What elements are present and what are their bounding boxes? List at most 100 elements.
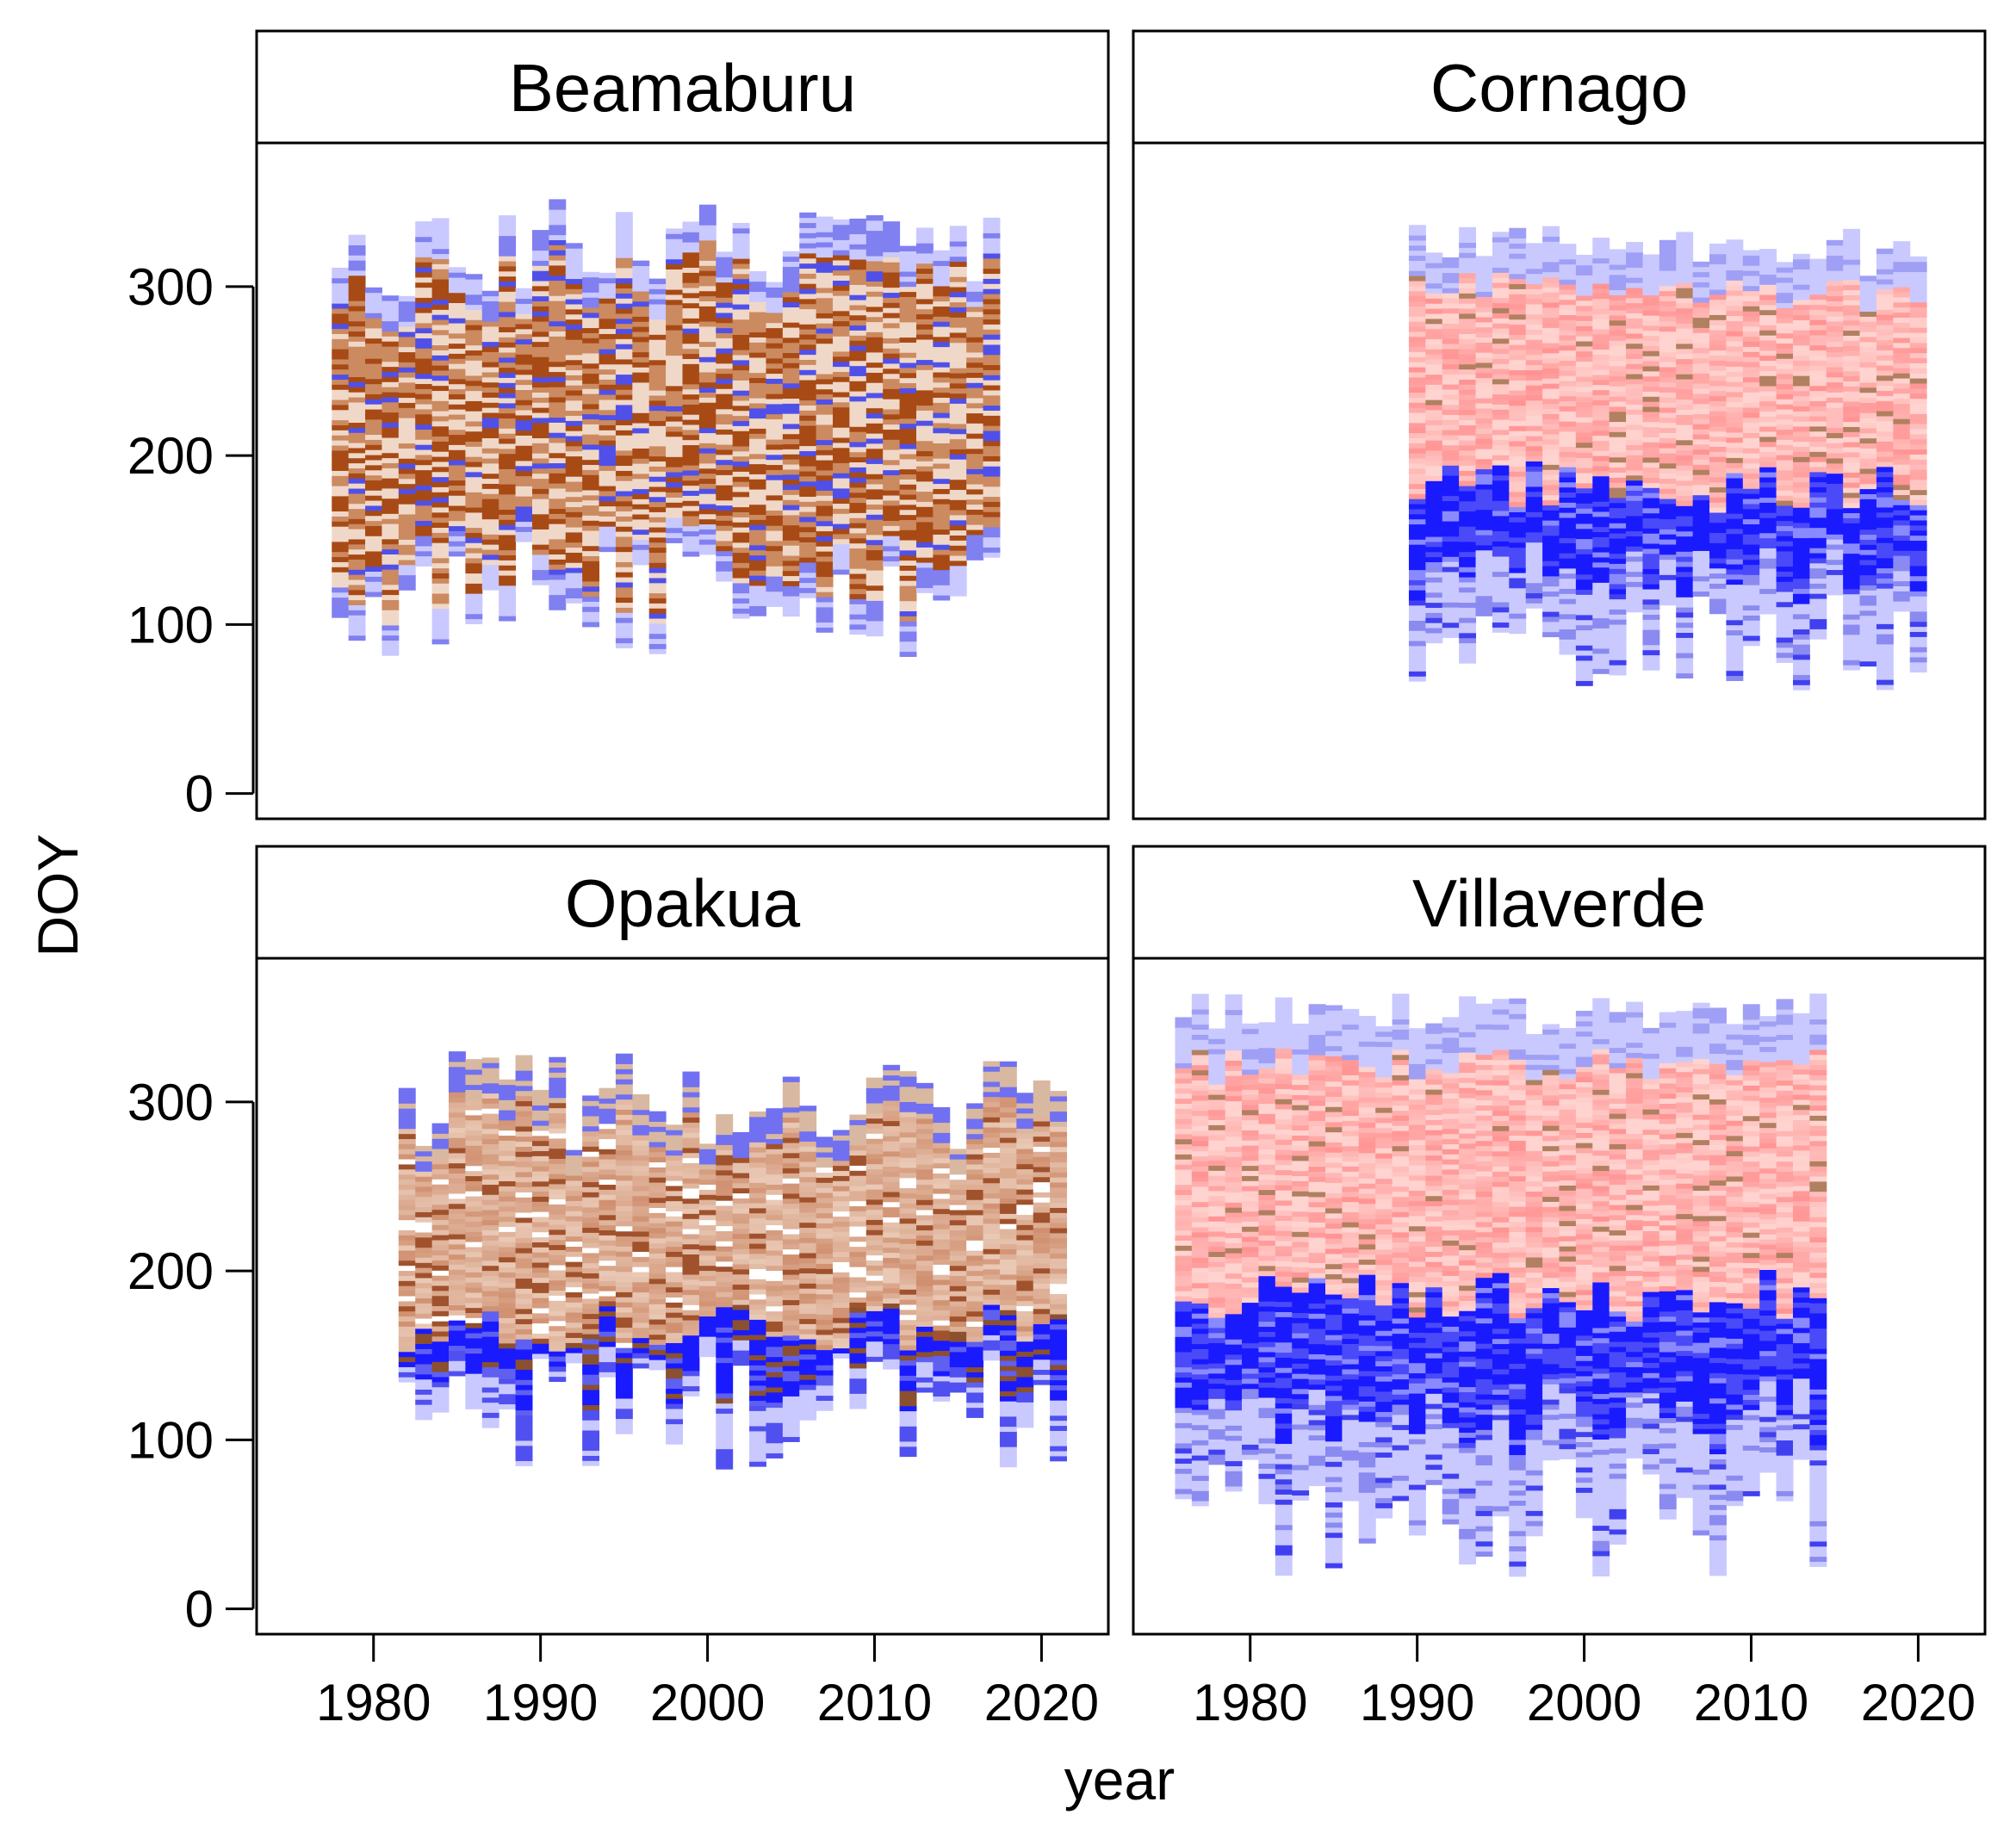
heatmap-cell [1609, 660, 1627, 666]
heatmap-cell [1692, 560, 1710, 567]
heatmap-cell [1642, 320, 1660, 326]
heatmap-cell [1826, 351, 1844, 357]
heatmap-cell [766, 373, 784, 379]
heatmap-cell [1859, 560, 1877, 566]
heatmap-cell [915, 450, 934, 456]
heatmap-cell [1792, 309, 1810, 316]
heatmap-cell [1575, 422, 1593, 428]
heatmap-cell [1525, 527, 1543, 533]
heatmap-cell [966, 443, 984, 449]
heatmap-cell [865, 620, 884, 627]
heatmap-cell [1792, 426, 1810, 432]
heatmap-cell [1492, 465, 1510, 471]
heatmap-cell [1859, 579, 1877, 585]
heatmap-cell [1659, 585, 1677, 591]
heatmap-cell [381, 315, 400, 322]
heatmap-cell [381, 325, 400, 331]
heatmap-cell [1442, 388, 1460, 395]
heatmap-cell [1475, 565, 1493, 571]
heatmap-cell [749, 321, 766, 328]
heatmap-cell [1692, 343, 1710, 349]
heatmap-cell [849, 391, 867, 397]
heatmap-cell [915, 399, 934, 406]
heatmap-cell [499, 484, 517, 490]
heatmap-cell [1475, 585, 1493, 591]
heatmap-cell [1709, 330, 1727, 336]
heatmap-cell [1459, 612, 1477, 618]
heatmap-cell [1609, 249, 1627, 255]
heatmap-cell [1859, 574, 1877, 581]
heatmap-cell [732, 466, 750, 472]
heatmap-cell [816, 216, 834, 222]
heatmap-cell [615, 374, 633, 380]
heatmap-cell [1609, 609, 1627, 615]
heatmap-cell [732, 222, 750, 229]
heatmap-cell [1826, 508, 1844, 515]
heatmap-cell [398, 569, 416, 576]
heatmap-cell [1559, 532, 1577, 539]
heatmap-cell [949, 332, 967, 338]
heatmap-cell [1726, 473, 1744, 479]
heatmap-cell [899, 281, 917, 288]
heatmap-cell [1742, 366, 1760, 373]
heatmap-cell [1525, 582, 1543, 589]
heatmap-cell [415, 429, 433, 435]
heatmap-cell [1826, 539, 1844, 545]
heatmap-cell [415, 536, 433, 542]
heatmap-cell [531, 508, 549, 515]
heatmap-cell [1509, 299, 1527, 305]
heatmap-cell [1843, 426, 1861, 432]
heatmap-cell [415, 221, 433, 227]
heatmap-cell [1742, 585, 1760, 591]
heatmap-cell [449, 297, 466, 304]
heatmap-cell [966, 453, 984, 460]
heatmap-cell [1642, 396, 1660, 402]
heatmap-cell [782, 377, 800, 384]
heatmap-cell [983, 294, 1001, 300]
heatmap-cell [732, 481, 750, 487]
heatmap-cell [865, 331, 884, 338]
heatmap-cell [865, 256, 884, 262]
heatmap-cell [348, 397, 366, 403]
heatmap-cell [799, 435, 817, 442]
heatmap-cell [1442, 551, 1460, 557]
heatmap-cell [1626, 546, 1643, 552]
heatmap-cell [381, 437, 400, 443]
heatmap-cell [849, 400, 867, 407]
heatmap-cell [1626, 358, 1643, 364]
heatmap-cell [1609, 502, 1627, 509]
heatmap-cell [1425, 541, 1443, 548]
heatmap-cell [1626, 586, 1643, 592]
heatmap-cell [531, 473, 549, 480]
heatmap-cell [1509, 562, 1527, 568]
heatmap-cell [782, 524, 800, 531]
heatmap-cell [632, 300, 650, 307]
heatmap-cell [1742, 250, 1760, 256]
heatmap-cell [565, 319, 583, 325]
heatmap-cell [1559, 248, 1577, 255]
heatmap-cell [732, 592, 750, 599]
heatmap-cell [365, 591, 382, 598]
heatmap-cell [849, 507, 867, 513]
heatmap-cell [332, 399, 350, 406]
heatmap-cell [698, 468, 716, 474]
heatmap-cell [1859, 585, 1877, 591]
heatmap-cell [1592, 461, 1610, 467]
heatmap-cell [481, 412, 499, 418]
heatmap-cell [1676, 602, 1694, 608]
heatmap-cell [615, 399, 633, 406]
heatmap-cell [698, 402, 716, 408]
heatmap-cell [766, 439, 784, 445]
heatmap-cell [933, 270, 951, 276]
heatmap-cell [1726, 376, 1744, 382]
heatmap-cell [1742, 518, 1760, 524]
heatmap-cell [465, 334, 483, 341]
heatmap-cell [1859, 660, 1877, 667]
heatmap-cell [415, 282, 433, 288]
heatmap-cell [632, 518, 650, 525]
heatmap-cell [716, 454, 734, 461]
heatmap-cell [966, 342, 984, 348]
heatmap-cell [531, 453, 549, 459]
heatmap-cell [1408, 306, 1426, 312]
heatmap-cell [1676, 566, 1694, 573]
